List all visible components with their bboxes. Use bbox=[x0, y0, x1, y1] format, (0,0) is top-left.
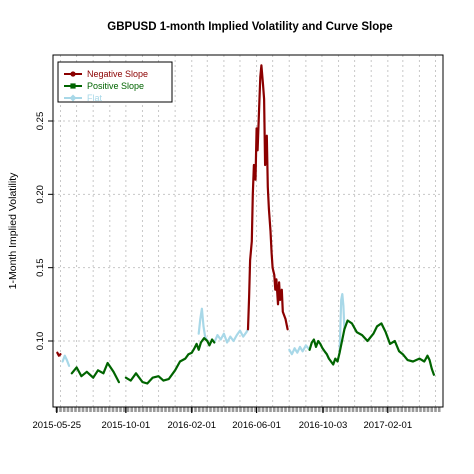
legend: Negative Slope Positive Slope Flat bbox=[57, 61, 173, 103]
legend-label-negative-slope: Negative Slope bbox=[87, 69, 148, 79]
x-tick-label: 2017-02-01 bbox=[364, 420, 413, 431]
legend-label-positive-slope: Positive Slope bbox=[87, 81, 144, 91]
x-tick-label: 2016-10-03 bbox=[299, 420, 348, 431]
series-lines bbox=[56, 64, 435, 385]
y-tick-label: 0.10 bbox=[35, 332, 46, 351]
series-line-flat bbox=[61, 354, 71, 367]
grid bbox=[53, 55, 443, 407]
y-axis-label: 1-Month Implied Volatility bbox=[7, 172, 19, 289]
x-tick-label: 2015-10-01 bbox=[102, 420, 151, 431]
y-tick-label: 0.20 bbox=[35, 185, 46, 204]
plot-frame bbox=[52, 54, 444, 408]
y-ticks: 0.10 0.15 0.20 0.25 bbox=[35, 112, 53, 351]
series-line-positive-slope bbox=[124, 337, 216, 385]
series-line-negative-slope bbox=[246, 64, 289, 331]
series-line-flat bbox=[338, 293, 346, 354]
x-tick-label: 2016-02-01 bbox=[167, 420, 216, 431]
y-tick-label: 0.25 bbox=[35, 112, 46, 131]
y-tick-label: 0.15 bbox=[35, 258, 46, 277]
x-ticks: 2015-05-25 2015-10-01 2016-02-01 2016-06-01… bbox=[32, 407, 441, 431]
legend-marker-negative-slope bbox=[70, 71, 76, 77]
x-tick-label: 2015-05-25 bbox=[32, 420, 81, 431]
series-line-flat bbox=[288, 344, 311, 356]
chart-title: GBPUSD 1-month Implied Volatility and Cu… bbox=[107, 21, 392, 33]
legend-marker-flat bbox=[69, 94, 77, 102]
series-line-positive-slope bbox=[70, 361, 120, 384]
legend-marker-positive-slope bbox=[70, 83, 76, 89]
x-tick-label: 2016-06-01 bbox=[232, 420, 281, 431]
legend-box bbox=[57, 61, 173, 103]
series-line-negative-slope bbox=[56, 351, 62, 357]
series-line-flat bbox=[213, 328, 250, 344]
series-line-flat bbox=[197, 307, 209, 343]
legend-label-flat: Flat bbox=[87, 93, 103, 103]
series-line-positive-slope bbox=[308, 319, 435, 376]
